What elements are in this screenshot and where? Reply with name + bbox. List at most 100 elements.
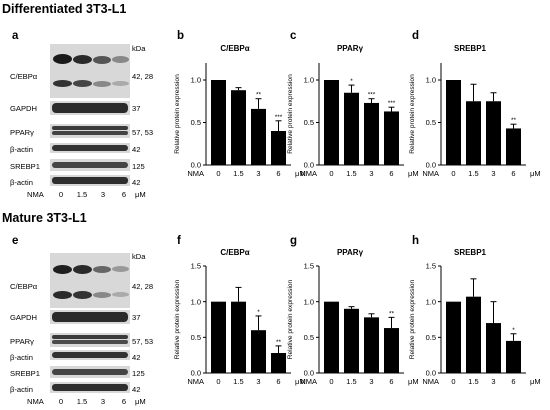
panel-letter-a: a <box>12 30 19 42</box>
bar <box>324 301 339 373</box>
bar-chart-c: Relative protein expression 0.0 0.5 1.0 0 * 1.… <box>287 63 419 178</box>
panel-letter-h: h <box>412 235 420 247</box>
bar <box>466 296 481 373</box>
y-tick-label: 1.5 <box>426 262 436 271</box>
kda-header-a: kDa <box>132 44 146 53</box>
kda-pparg-a: 57, 53 <box>132 128 154 137</box>
blot-image-gapdh-e <box>50 310 130 324</box>
x-axis-prefix: NMA <box>422 377 439 386</box>
x-tick-label: 0 <box>451 377 455 386</box>
bar-chart-d: Relative protein expression 0.0 0.5 1.0 0 1.5… <box>409 63 541 178</box>
y-tick-label: 0.0 <box>304 369 314 378</box>
blot-image-pparg-a <box>50 124 130 138</box>
x-tick-label: 6 <box>389 169 393 178</box>
kda-bactin2-a: 42 <box>132 178 141 187</box>
blot-image-bactin2-a <box>50 175 130 186</box>
y-axis-label: Relative protein expression <box>174 74 181 154</box>
y-tick-label: 0.0 <box>304 161 314 170</box>
x-tick-label: 1.5 <box>346 377 356 386</box>
panel-letter-b: b <box>177 30 185 42</box>
blot-image-srebp1-e <box>50 366 130 378</box>
significance-mark: ** <box>389 310 395 317</box>
y-tick-label: 0.5 <box>426 118 436 127</box>
blot-image-cebpa-a <box>50 44 130 98</box>
blot-image-gapdh-a <box>50 101 130 115</box>
blot-image-bactin2-e <box>50 382 130 393</box>
bar <box>324 80 339 165</box>
x-tick-label: 6 <box>511 169 515 178</box>
bar <box>211 301 226 373</box>
significance-mark: *** <box>275 114 283 121</box>
bar-chart-b: Relative protein expression 0.0 0.5 1.0 0 1.5… <box>174 63 306 178</box>
x-tick-label: 1.5 <box>233 377 243 386</box>
y-tick-label: 0.0 <box>191 161 201 170</box>
blot-image-cebpa-e <box>50 253 130 308</box>
bar <box>251 330 266 373</box>
y-tick-label: 1.0 <box>191 297 201 306</box>
y-tick-label: 1.0 <box>304 297 314 306</box>
y-tick-label: 1.5 <box>304 262 314 271</box>
y-tick-label: 1.0 <box>304 76 314 85</box>
bar-chart-g: Relative protein expression 0.0 0.5 1.0 1.5 0… <box>287 262 419 386</box>
lane-label-a-2: 3 <box>100 190 106 199</box>
unit-label-e: μM <box>135 397 146 406</box>
section-title-differentiated: Differentiated 3T3-L1 <box>2 2 127 16</box>
blot-label-gapdh-a: GAPDH <box>10 104 38 113</box>
lane-label-e-1: 1.5 <box>76 397 88 406</box>
x-tick-label: 3 <box>369 377 373 386</box>
y-axis-label: Relative protein expression <box>287 279 294 359</box>
panel-letter-d: d <box>412 30 420 42</box>
section-title-mature: Mature 3T3-L1 <box>2 211 87 225</box>
chart-title-b: C/EBPα <box>220 44 250 53</box>
significance-mark: * <box>350 78 353 85</box>
y-tick-label: 0.0 <box>426 161 436 170</box>
lane-label-a-1: 1.5 <box>76 190 88 199</box>
x-axis-unit: μM <box>295 169 306 178</box>
x-axis-prefix: NMA <box>422 169 439 178</box>
x-axis-prefix: NMA <box>300 169 317 178</box>
kda-bactin2-e: 42 <box>132 385 141 394</box>
x-tick-label: 6 <box>389 377 393 386</box>
bar <box>364 102 379 165</box>
bar <box>231 301 246 373</box>
x-tick-label: 3 <box>256 377 260 386</box>
kda-gapdh-e: 37 <box>132 313 141 322</box>
kda-bactin1-a: 42 <box>132 145 141 154</box>
y-tick-label: 0.0 <box>191 369 201 378</box>
y-tick-label: 0.5 <box>191 333 201 342</box>
x-tick-label: 0 <box>329 169 333 178</box>
unit-label-a: μM <box>135 190 146 199</box>
x-tick-label: 1.5 <box>468 377 478 386</box>
bar <box>446 301 461 373</box>
panel-letter-g: g <box>290 235 298 247</box>
x-tick-label: 0 <box>451 169 455 178</box>
lanes-label-e: NMA <box>27 397 44 406</box>
x-tick-label: 3 <box>491 169 495 178</box>
y-tick-label: 0.5 <box>191 118 201 127</box>
blot-label-srebp1-a: SREBP1 <box>10 162 40 171</box>
lanes-label-a: NMA <box>27 190 44 199</box>
x-axis-prefix: NMA <box>300 377 317 386</box>
bar <box>466 101 481 165</box>
blot-image-srebp1-a <box>50 159 130 171</box>
kda-srebp1-e: 125 <box>132 369 145 378</box>
bar <box>251 108 266 165</box>
lane-label-e-3: 6 <box>121 397 127 406</box>
x-tick-label: 3 <box>256 169 260 178</box>
y-tick-label: 0.5 <box>304 118 314 127</box>
y-tick-label: 1.0 <box>191 76 201 85</box>
significance-mark: * <box>257 309 260 316</box>
chart-title-d: SREBP1 <box>453 44 486 53</box>
x-tick-label: 1.5 <box>233 169 243 178</box>
y-tick-label: 0.5 <box>304 333 314 342</box>
bar-chart-f: Relative protein expression 0.0 0.5 1.0 1.5 0… <box>174 262 306 386</box>
x-tick-label: 6 <box>276 169 280 178</box>
x-axis-unit: μM <box>530 169 541 178</box>
panel-letter-f: f <box>177 235 181 247</box>
x-tick-label: 0 <box>216 377 220 386</box>
blot-label-cebpa-e: C/EBPα <box>10 282 38 291</box>
blot-label-bactin1-e: β-actin <box>10 353 33 362</box>
x-axis-unit: μM <box>408 377 419 386</box>
x-tick-label: 6 <box>511 377 515 386</box>
